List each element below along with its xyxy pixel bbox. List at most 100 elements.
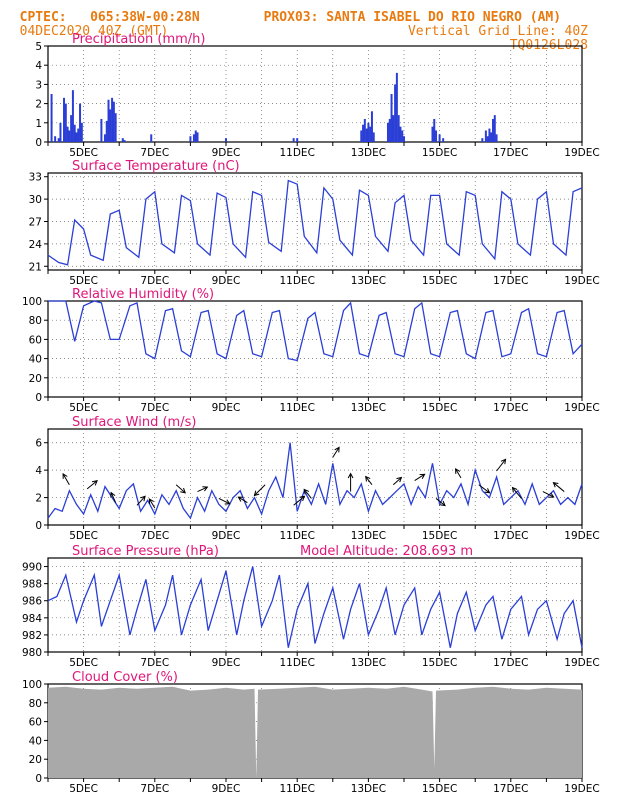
- wind-arrow: [238, 496, 248, 503]
- temp-ytick-label: 33: [29, 172, 42, 184]
- precip-title: Precipitation (mm/h): [72, 32, 205, 47]
- precip-ytick-label: 2: [35, 99, 42, 111]
- wind-arrow: [136, 495, 146, 506]
- wind-frame: [47, 428, 583, 526]
- cloud-area: [48, 686, 582, 778]
- precip-bar: [121, 138, 124, 142]
- precip-bar: [363, 118, 366, 142]
- wind-arrow-head: [180, 487, 186, 494]
- precip-xtick-label: 13DEC: [351, 147, 386, 159]
- precip-bar: [105, 120, 108, 142]
- wind-xtick-label: 15DEC: [422, 530, 457, 542]
- pres-line: [47, 566, 583, 648]
- rh-xtick-label: 19DEC: [564, 402, 599, 414]
- precip-bar: [399, 126, 402, 142]
- precip-bar: [103, 134, 106, 142]
- precip-xtick-label: 9DEC: [212, 147, 241, 159]
- cloud-xtick-label: 11DEC: [279, 783, 314, 795]
- wind-arrow: [332, 447, 340, 458]
- wind-ytick-label: 4: [35, 465, 42, 477]
- wind-ytick-label: 6: [35, 438, 42, 450]
- pres-ytick-label: 990: [22, 562, 42, 574]
- precip-xtick-label: 5DEC: [69, 147, 98, 159]
- wind-ytick-label: 0: [35, 520, 42, 532]
- wind-arrow: [496, 458, 506, 472]
- precip-xtick-label: 11DEC: [279, 147, 314, 159]
- temp-xtick-label: 15DEC: [422, 275, 457, 287]
- wind-arrow: [110, 492, 117, 503]
- rh-ytick-label: 40: [29, 354, 42, 366]
- cloud-xtick-label: 19DEC: [564, 783, 599, 795]
- rh-title: Relative Humidity (%): [72, 287, 214, 302]
- wind-arrow-head: [148, 498, 154, 505]
- rh-ytick-label: 0: [35, 392, 42, 404]
- precip-bar: [392, 115, 395, 142]
- wind-arrow: [542, 491, 554, 498]
- pres-title: Surface Pressure (hPa): [72, 544, 219, 559]
- rh-xtick-label: 9DEC: [212, 402, 241, 414]
- precip-bar: [194, 130, 197, 142]
- precip-bar: [495, 134, 498, 142]
- pres-xtick-label: 9DEC: [212, 657, 241, 669]
- wind-arrow-head: [511, 486, 518, 493]
- wind-arrow-head: [347, 472, 354, 479]
- header-location: CPTEC: 065:38W-00:28N: [4, 0, 200, 25]
- header-station-name: PROX03: SANTA ISABEL DO RIO NEGRO (AM): [263, 10, 562, 25]
- precip-bar: [123, 140, 126, 142]
- precip-bar: [390, 94, 393, 142]
- precip-bar: [490, 132, 493, 142]
- precip-bar: [71, 90, 74, 142]
- precip-bar: [435, 130, 438, 142]
- pres-xtick-label: 11DEC: [279, 657, 314, 669]
- pres-xtick-label: 5DEC: [69, 657, 98, 669]
- precip-bar: [54, 136, 57, 142]
- pres-ytick-label: 980: [22, 647, 42, 659]
- header-gridline-text: Vertical Grid Line: 40Z: [407, 24, 588, 39]
- rh-ytick-label: 100: [22, 296, 42, 308]
- header-coords: CPTEC: 065:38W-00:28N: [19, 10, 200, 25]
- precip-xtick-label: 15DEC: [422, 147, 457, 159]
- precip-bar: [79, 103, 82, 142]
- wind-arrow-head: [62, 472, 68, 479]
- precip-bar: [367, 122, 370, 142]
- precip-bar: [431, 126, 434, 142]
- temp-ytick-label: 24: [29, 239, 43, 251]
- wind-arrow-head: [365, 475, 371, 482]
- temp-title: Surface Temperature (nC): [72, 159, 240, 174]
- temp-xtick-label: 17DEC: [493, 275, 528, 287]
- pres-xtick-label: 19DEC: [564, 657, 599, 669]
- header-station: PROX03: SANTA ISABEL DO RIO NEGRO (AM): [248, 0, 561, 25]
- precip-bar: [75, 132, 78, 142]
- wind-xtick-label: 19DEC: [564, 530, 599, 542]
- precip-xtick-label: 19DEC: [564, 147, 599, 159]
- rh-ytick-label: 60: [29, 334, 42, 346]
- precip-bar: [109, 109, 112, 142]
- wind-xtick-label: 17DEC: [493, 530, 528, 542]
- wind-arrow-head: [334, 446, 340, 453]
- wind-arrow-head: [396, 476, 403, 483]
- precip-ytick-label: 5: [35, 41, 42, 53]
- precip-bar: [403, 136, 405, 142]
- wind-arrow: [293, 495, 305, 506]
- precip-bar: [196, 132, 199, 142]
- precip-bar: [488, 128, 491, 142]
- wind-arrow: [435, 498, 446, 507]
- precip-bar: [401, 130, 404, 142]
- temp-xtick-label: 5DEC: [69, 275, 98, 287]
- rh-ytick-label: 80: [29, 315, 42, 327]
- pres-xtick-label: 7DEC: [140, 657, 169, 669]
- precip-bar: [64, 103, 67, 142]
- precip-bar: [394, 84, 397, 142]
- precip-bar: [77, 128, 80, 142]
- cloud-xtick-label: 9DEC: [212, 783, 241, 795]
- precip-bar: [70, 115, 73, 142]
- precip-bar: [386, 122, 389, 142]
- wind-arrow-head: [237, 496, 244, 502]
- temp-line: [47, 179, 583, 266]
- wind-arrow: [62, 473, 70, 485]
- precip-bar: [80, 122, 83, 142]
- precip-bar: [369, 126, 372, 142]
- precip-bar: [365, 128, 368, 142]
- cloud-xtick-label: 7DEC: [140, 783, 169, 795]
- wind-arrow-head: [455, 468, 461, 474]
